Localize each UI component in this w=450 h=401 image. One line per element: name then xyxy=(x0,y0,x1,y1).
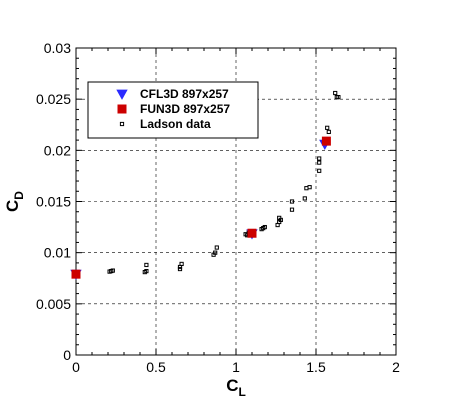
x-axis-label-main: C xyxy=(226,376,238,395)
data-point xyxy=(179,261,184,267)
y-tick-labels: 0 0.005 0.01 0.015 0.02 0.025 0.03 xyxy=(36,40,71,363)
data-point xyxy=(307,185,312,190)
legend-box xyxy=(87,81,259,139)
series-0 xyxy=(70,139,331,280)
y-tick-label: 0.025 xyxy=(36,91,71,107)
data-point xyxy=(333,90,338,96)
data-point xyxy=(317,160,322,165)
x-axis-label-sub: L xyxy=(238,385,245,399)
y-tick-label: 0.01 xyxy=(44,245,71,261)
y-tick-label: 0.005 xyxy=(36,296,71,312)
data-point xyxy=(213,250,218,255)
x-tick-labels: 0 0.5 1 1.5 2 xyxy=(72,359,400,375)
x-tick-label: 1 xyxy=(232,359,240,375)
data-point xyxy=(325,125,330,130)
data-point xyxy=(326,129,331,135)
x-axis-label: CL xyxy=(226,376,246,399)
y-tick-label: 0 xyxy=(63,347,71,363)
data-point xyxy=(321,136,331,146)
data-point xyxy=(302,196,307,201)
series-2 xyxy=(107,90,341,275)
x-tick-label: 0.5 xyxy=(146,359,166,375)
y-axis-label-sub: D xyxy=(12,191,26,200)
axis-ticks xyxy=(75,47,397,356)
data-point xyxy=(317,168,322,173)
data-point xyxy=(289,199,295,204)
data-points xyxy=(70,90,341,280)
legend-label-1: FUN3D 897x257 xyxy=(140,102,230,116)
y-tick-label: 0.015 xyxy=(36,194,71,210)
legend-label-0: CFL3D 897x257 xyxy=(140,87,229,101)
data-point xyxy=(289,207,295,212)
x-tick-label: 2 xyxy=(392,359,400,375)
data-point xyxy=(71,269,81,279)
legend-marker-0 xyxy=(116,89,128,100)
x-tick-label: 1.5 xyxy=(306,359,326,375)
legend-marker-1 xyxy=(117,104,127,114)
y-tick-label: 0.03 xyxy=(44,40,71,56)
data-point xyxy=(262,224,267,230)
data-point xyxy=(214,245,219,250)
data-point xyxy=(144,262,149,268)
data-point xyxy=(317,156,322,161)
x-tick-label: 0 xyxy=(72,359,80,375)
data-point xyxy=(247,228,257,238)
legend-marker-2 xyxy=(119,121,125,127)
data-point xyxy=(144,268,149,274)
data-point xyxy=(278,217,283,223)
legend-label-2: Ladson data xyxy=(140,117,211,131)
grid-lines xyxy=(76,48,396,355)
series-1 xyxy=(71,136,331,279)
data-point xyxy=(336,95,341,100)
data-point xyxy=(110,268,115,273)
y-axis-label-main: C xyxy=(3,200,22,212)
y-axis-label: CD xyxy=(3,191,26,212)
y-tick-label: 0.02 xyxy=(44,142,71,158)
